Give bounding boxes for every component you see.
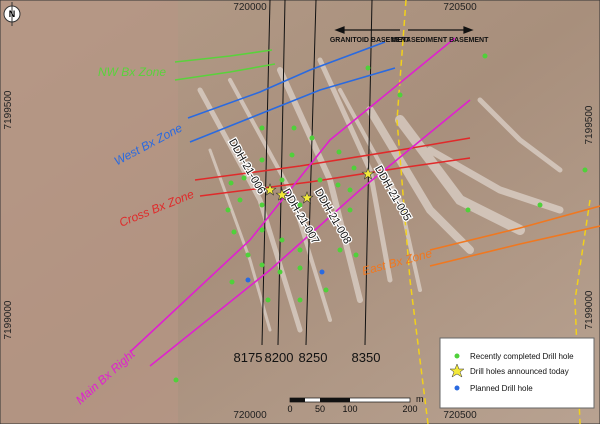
completed-hole — [237, 197, 243, 203]
scale-bar: 0 50 100 200 m — [287, 394, 423, 414]
coord-label: 720500 — [443, 2, 477, 13]
completed-hole — [297, 297, 303, 303]
coord-label: 720500 — [443, 410, 477, 421]
completed-hole — [279, 237, 285, 243]
legend-symbol — [449, 363, 465, 378]
completed-hole — [225, 207, 231, 213]
zone-lines — [129, 37, 600, 367]
basement-label: GRANITOID BASEMENT — [330, 37, 411, 44]
completed-hole — [259, 227, 265, 233]
completed-hole — [259, 125, 265, 131]
completed-hole — [291, 125, 297, 131]
legend-symbol — [454, 353, 460, 359]
section-label: 8200 — [265, 350, 294, 365]
section-label: 8175 — [234, 350, 263, 365]
legend-label: Planned Drill hole — [470, 384, 533, 393]
scale-label: 100 — [342, 404, 357, 414]
completed-hole — [297, 202, 303, 208]
legend: Recently completed Drill hole Drill hole… — [439, 337, 595, 409]
completed-hole — [317, 177, 323, 183]
north-label: N — [9, 9, 16, 19]
completed-hole — [229, 279, 235, 285]
completed-hole — [259, 157, 265, 163]
terrain-left — [0, 0, 178, 424]
completed-hole — [465, 207, 471, 213]
completed-hole — [335, 182, 341, 188]
basement-label: METASEDIMENT BASEMENT — [392, 37, 489, 44]
completed-hole — [279, 177, 285, 183]
completed-hole — [582, 167, 588, 173]
completed-hole — [365, 65, 371, 71]
coord-label: 7199500 — [3, 90, 14, 129]
coord-label: 7199000 — [3, 300, 14, 339]
completed-hole — [397, 92, 403, 98]
north-arrow: N — [3, 2, 21, 26]
legend-box — [439, 337, 595, 409]
coord-label: 7199000 — [584, 290, 595, 329]
scale-label: 200 — [402, 404, 417, 414]
coord-label: 720000 — [233, 2, 267, 13]
scale-label: 50 — [315, 404, 325, 414]
legend-symbol — [454, 385, 460, 391]
completed-hole — [231, 229, 237, 235]
completed-hole — [482, 53, 488, 59]
completed-hole — [347, 207, 353, 213]
completed-hole — [309, 135, 315, 141]
completed-hole — [259, 202, 265, 208]
completed-hole — [297, 247, 303, 253]
planned-hole — [245, 277, 251, 283]
scale-label: 0 — [287, 404, 292, 414]
legend-label: Drill holes announced today — [470, 367, 569, 376]
completed-hole — [173, 377, 179, 383]
planned-hole — [319, 269, 325, 275]
drill-holes — [173, 53, 588, 383]
completed-hole — [228, 180, 234, 186]
announced-hole — [361, 167, 375, 180]
completed-hole — [277, 269, 283, 275]
announced-hole — [300, 191, 314, 204]
basement-arrows — [334, 26, 474, 34]
section-label: 8350 — [352, 350, 381, 365]
coord-label: 7199500 — [584, 105, 595, 144]
completed-hole — [297, 265, 303, 271]
coord-label: 720000 — [233, 410, 267, 421]
announced-hole — [275, 188, 289, 201]
completed-hole — [265, 297, 271, 303]
completed-hole — [289, 152, 295, 158]
completed-hole — [245, 252, 251, 258]
legend-label: Recently completed Drill hole — [470, 352, 574, 361]
completed-hole — [347, 187, 353, 193]
zone-label: NW Bx Zone — [98, 65, 166, 79]
completed-hole — [336, 149, 342, 155]
announced-hole — [263, 183, 277, 196]
completed-hole — [537, 202, 543, 208]
completed-hole — [241, 175, 247, 181]
section-label: 8250 — [299, 350, 328, 365]
completed-hole — [351, 165, 357, 171]
completed-hole — [323, 287, 329, 293]
completed-hole — [353, 252, 359, 258]
completed-hole — [337, 247, 343, 253]
completed-hole — [259, 262, 265, 268]
scale-unit: m — [416, 394, 424, 404]
